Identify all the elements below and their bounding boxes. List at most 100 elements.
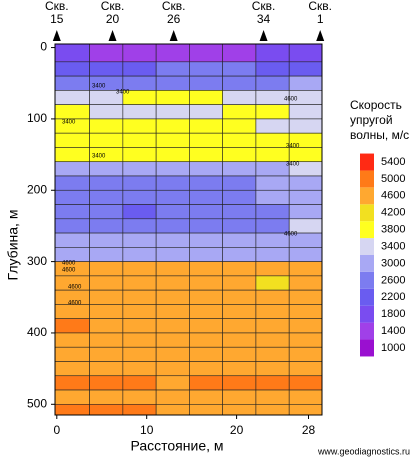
cell [288,403,323,416]
well-marker [52,30,61,41]
cell [89,43,124,63]
cell [189,275,223,291]
cell [89,132,124,148]
cell [288,375,323,391]
cell [189,247,223,262]
cell [189,389,223,405]
colorbar-swatch [360,255,374,272]
cell [288,346,323,362]
cell [189,132,223,148]
cell [288,204,323,220]
cell [255,147,290,163]
colorbar-swatch [360,322,374,340]
cell [155,389,190,405]
cell [122,275,157,291]
x-tick-label: 28 [302,423,316,437]
cell [189,104,223,120]
cell [155,61,190,77]
cell [155,43,190,63]
cell [89,346,124,362]
cell [255,318,290,334]
cell [255,304,290,319]
contour-label: 3400 [286,162,300,168]
cell [89,189,124,205]
cell [288,147,323,163]
cell [54,147,90,163]
cell [54,175,90,191]
contour-label: 3400 [92,154,106,160]
cell [255,403,290,416]
cell [122,389,157,405]
x-axis-label: Расстояние, м [130,438,223,454]
cell [189,90,223,105]
colorbar-swatch [360,153,374,171]
cell [288,332,323,348]
cell [89,218,124,234]
well-number: 34 [257,12,271,26]
cell [155,261,190,277]
x-tick-label: 10 [140,423,154,437]
colorbar-swatch [360,204,374,222]
cell [89,261,124,277]
cell [54,361,90,377]
cell [155,346,190,362]
cell [255,332,290,348]
cell [222,61,257,77]
cell [155,118,190,134]
cell [288,118,323,134]
cell [189,118,223,134]
cell [122,43,157,63]
cell [54,218,90,234]
colorbar-label: 3400 [381,240,405,252]
cell [222,332,257,348]
cell [189,289,223,305]
cell [89,247,124,262]
footer: www.geodiagnostics.ru [317,446,410,456]
cell [222,132,257,148]
cell [54,189,90,205]
cell [255,375,290,391]
cell [189,403,223,416]
cell [222,175,257,191]
cell [54,375,90,391]
cell [155,332,190,348]
cell [89,318,124,334]
cell [222,361,257,377]
y-tick-label: 400 [27,325,47,339]
cell [189,175,223,191]
cell [288,175,323,191]
cell [89,289,124,305]
cell [122,247,157,262]
colorbar-label: 5000 [381,173,405,185]
cell [89,118,124,134]
cell [288,318,323,334]
cell [89,304,124,319]
cell [122,261,157,277]
colorbar-swatch [360,187,374,205]
contour-label: 4600 [68,285,82,291]
cell [288,247,323,262]
cell [255,346,290,362]
cell [54,389,90,405]
cell [222,90,257,105]
cell [155,204,190,220]
well-label: Скв. [101,0,125,13]
cell [54,403,90,416]
cell [288,275,323,291]
colorbar-swatch [360,305,374,323]
well-number: 15 [50,12,64,26]
contour-label: 4600 [284,232,298,238]
cell [122,232,157,248]
cell [155,275,190,291]
cell [122,318,157,334]
cell [122,375,157,391]
cell [222,204,257,220]
cell [189,232,223,248]
contour-label: 4600 [68,301,82,307]
cell [89,375,124,391]
colorbar-label: 3000 [381,257,405,269]
cell [222,346,257,362]
colorbar-label: 1800 [381,308,405,320]
cell [155,247,190,262]
cell [155,403,190,416]
